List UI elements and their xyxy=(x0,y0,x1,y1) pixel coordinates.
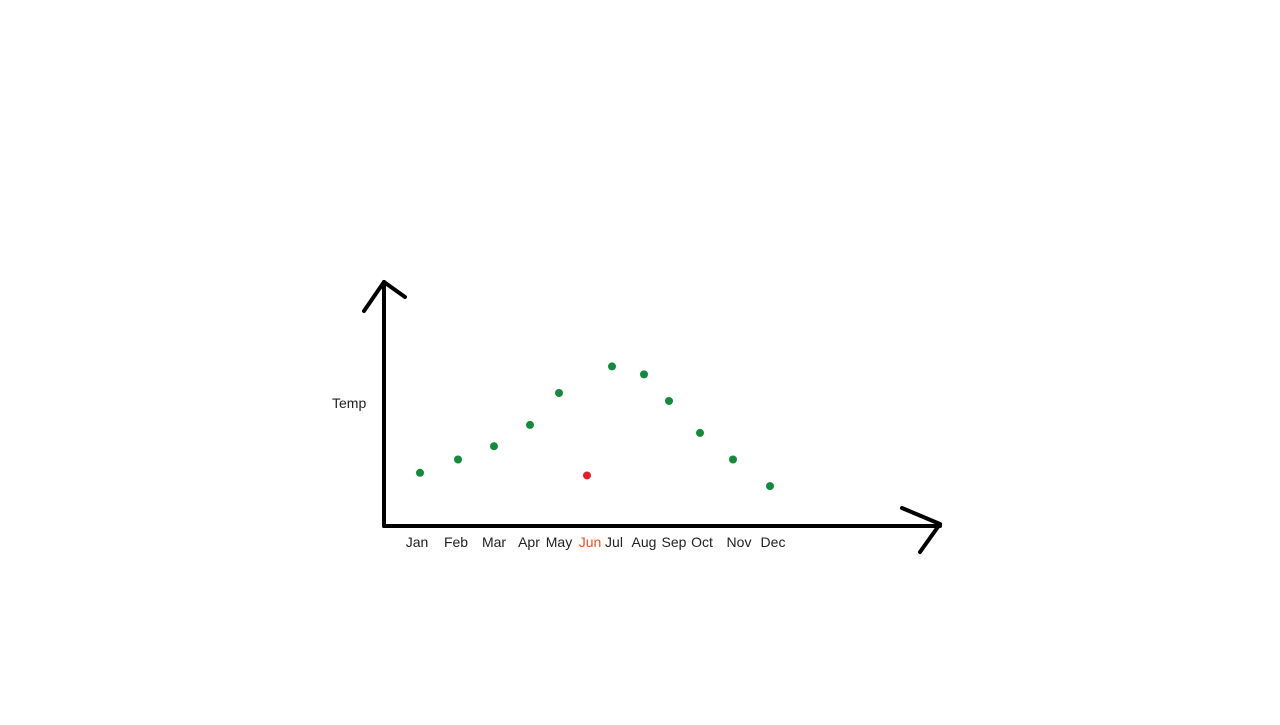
data-point-jul xyxy=(608,362,616,371)
data-point-aug xyxy=(640,370,648,379)
x-tick-label-sep: Sep xyxy=(662,534,687,550)
data-points xyxy=(416,362,774,491)
x-tick-label-feb: Feb xyxy=(444,534,468,550)
data-point-oct xyxy=(696,428,704,437)
data-point-may xyxy=(555,389,563,397)
data-point-mar xyxy=(490,442,498,451)
x-tick-label-nov: Nov xyxy=(727,534,752,550)
data-point-jun xyxy=(583,471,591,480)
x-tick-labels: Jan Feb Mar Apr May Jun Jul Aug Sep Oct Nov Dec xyxy=(406,534,786,550)
x-tick-label-aug: Aug xyxy=(632,534,657,550)
x-axis-arrowhead xyxy=(900,506,942,554)
data-point-feb xyxy=(454,455,462,464)
x-tick-label-oct: Oct xyxy=(691,534,713,550)
y-axis-label: Temp xyxy=(332,395,366,411)
data-point-sep xyxy=(665,396,673,405)
data-point-nov xyxy=(729,455,737,464)
y-axis-arrowhead xyxy=(362,280,407,313)
x-tick-label-jun: Jun xyxy=(579,534,602,550)
data-point-jan xyxy=(416,468,424,477)
x-tick-label-mar: Mar xyxy=(482,534,506,550)
data-point-apr xyxy=(526,420,534,429)
x-tick-label-jan: Jan xyxy=(406,534,429,550)
x-tick-label-apr: Apr xyxy=(518,534,540,550)
x-tick-label-jul: Jul xyxy=(605,534,623,550)
data-point-dec xyxy=(766,482,774,491)
x-tick-label-dec: Dec xyxy=(761,534,786,550)
x-tick-label-may: May xyxy=(546,534,572,550)
